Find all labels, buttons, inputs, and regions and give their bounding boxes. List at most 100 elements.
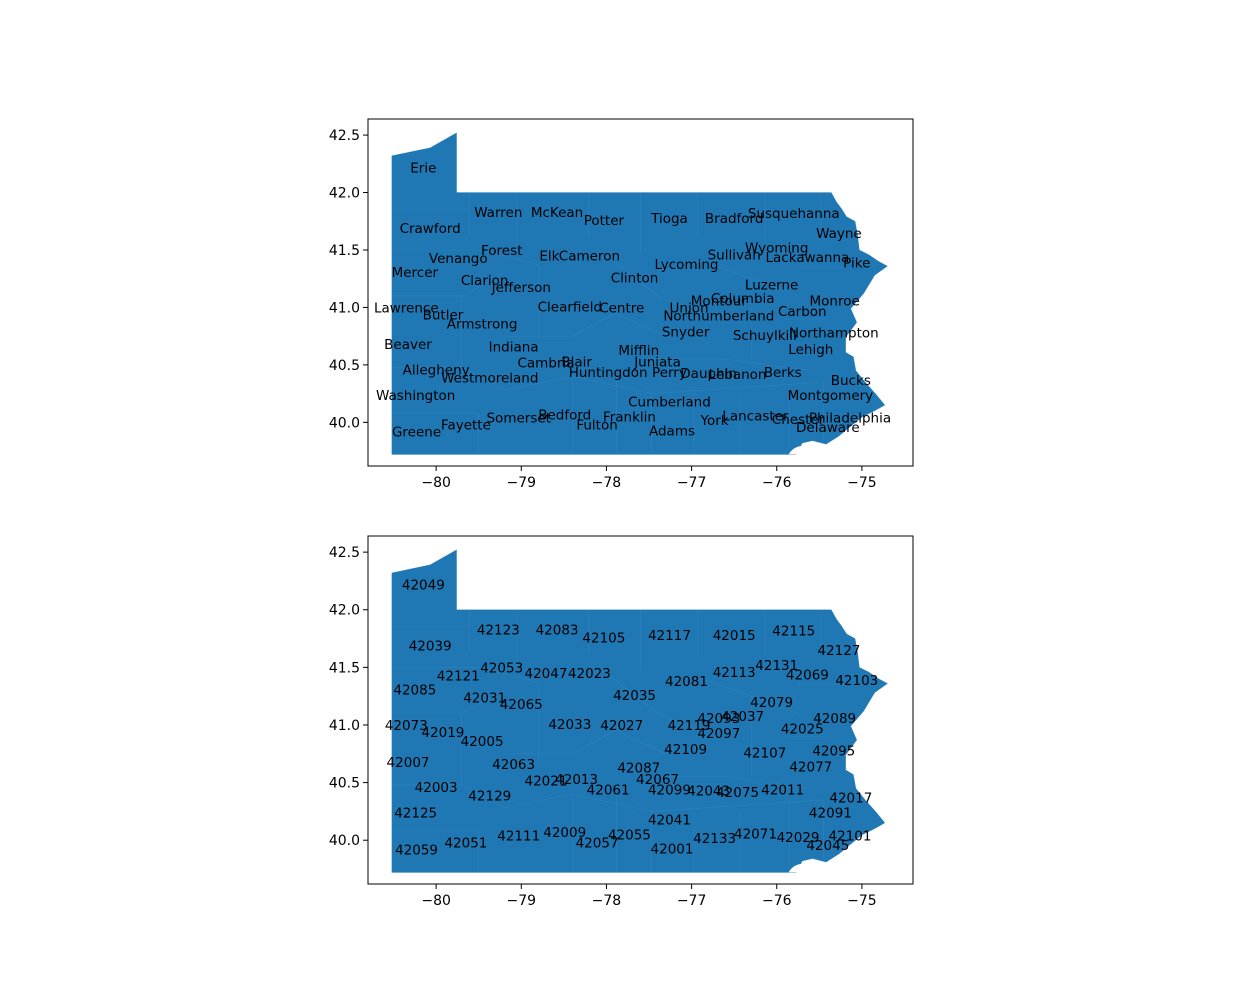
county-fips-label: 42103 xyxy=(835,673,878,689)
county-name-label: Lancaster xyxy=(722,408,789,424)
county-fips-label: 42025 xyxy=(781,721,824,737)
x-tick-label: −78 xyxy=(592,893,622,909)
county-name-label: Armstrong xyxy=(447,317,518,333)
county-fips-label: 42037 xyxy=(721,709,764,725)
x-tick-label: −76 xyxy=(762,893,792,909)
y-tick-label: 42.5 xyxy=(329,545,360,561)
county-name-label: Wyoming xyxy=(745,241,808,257)
county-name-label: Sullivan xyxy=(708,248,761,264)
county-border-line xyxy=(504,376,824,394)
x-tick-label: −76 xyxy=(762,475,792,491)
county-fips-label: 42081 xyxy=(665,674,708,690)
y-tick-label: 40.0 xyxy=(329,415,360,431)
county-name-label: Lawrence xyxy=(374,300,439,316)
county-name-label: Washington xyxy=(376,388,455,404)
county-fips-label: 42133 xyxy=(693,831,736,847)
county-name-label: Lebanon xyxy=(709,367,767,383)
county-name-label: Columbia xyxy=(711,291,775,307)
county-fips-label: 42005 xyxy=(461,734,504,750)
county-name-label: Blair xyxy=(561,354,592,370)
county-fips-label: 42115 xyxy=(772,623,815,639)
county-fips-label: 42011 xyxy=(761,783,804,799)
x-tick-label: −75 xyxy=(847,893,877,909)
county-fips-label: 42065 xyxy=(500,697,543,713)
county-name-label: Forest xyxy=(481,243,522,259)
county-fips-label: 42079 xyxy=(750,695,793,711)
county-name-label: Montour xyxy=(691,294,748,310)
county-name-label: Fayette xyxy=(441,418,491,434)
x-tick-label: −80 xyxy=(421,893,451,909)
county-fips-label: 42043 xyxy=(687,784,730,800)
county-fips-label: 42029 xyxy=(777,830,820,846)
county-border-line xyxy=(572,312,667,337)
county-name-label: Wayne xyxy=(816,226,862,242)
county-fips-label: 42015 xyxy=(713,628,756,644)
county-name-label: Venango xyxy=(429,251,488,267)
county-name-label: Tioga xyxy=(650,211,688,227)
y-tick-label: 41.5 xyxy=(329,660,360,676)
x-tick-label: −80 xyxy=(421,475,451,491)
county-fips-label: 42119 xyxy=(668,718,711,734)
county-fips-label: 42003 xyxy=(415,780,458,796)
county-name-label: Elk xyxy=(539,249,559,265)
county-name-label: Perry xyxy=(652,365,687,381)
county-fips-label: 42127 xyxy=(817,643,860,659)
county-name-label: Lehigh xyxy=(788,342,833,358)
axes-frame xyxy=(367,535,914,885)
county-name-label: Clinton xyxy=(611,271,659,287)
county-name-label: Centre xyxy=(599,300,644,316)
county-fips-label: 42047 xyxy=(525,666,568,682)
county-name-label: Cameron xyxy=(559,249,620,265)
county-name-label: Cambria xyxy=(517,356,574,372)
county-fips-label: 42041 xyxy=(648,812,691,828)
county-fips-label: 42071 xyxy=(734,826,777,842)
county-fips-label: 42059 xyxy=(395,842,438,858)
y-tick-label: 41.0 xyxy=(329,718,360,734)
county-name-label: Luzerne xyxy=(745,277,798,293)
y-tick-label: 40.5 xyxy=(329,358,360,374)
y-tick-label: 42.0 xyxy=(329,186,360,202)
county-fips-label: 42019 xyxy=(421,725,464,741)
county-border-line xyxy=(572,730,667,755)
county-fips-label: 42033 xyxy=(548,717,591,733)
county-name-label: Huntingdon xyxy=(569,365,648,381)
county-name-label: Franklin xyxy=(603,410,656,426)
x-tick-label: −75 xyxy=(847,475,877,491)
county-fips-label: 42101 xyxy=(829,829,872,845)
county-name-label: Lycoming xyxy=(654,257,718,273)
county-name-label: Schuylkill xyxy=(733,328,797,344)
county-name-label: Lackawanna xyxy=(766,250,850,266)
county-fips-label: 42107 xyxy=(743,746,786,762)
county-fips-label: 42039 xyxy=(409,638,452,654)
county-name-label: Bradford xyxy=(705,211,764,227)
y-tick-label: 40.0 xyxy=(329,833,360,849)
county-name-label: Berks xyxy=(764,365,802,381)
county-fips-label: 42067 xyxy=(636,772,679,788)
county-fips-label: 42077 xyxy=(789,759,832,775)
county-name-label: Montgomery xyxy=(788,388,874,404)
county-fips-label: 42009 xyxy=(543,825,586,841)
axes-frame xyxy=(367,118,914,467)
county-name-label: Butler xyxy=(423,307,464,323)
x-tick-label: −78 xyxy=(592,475,622,491)
x-tick-label: −77 xyxy=(677,893,707,909)
county-fips-label: 42093 xyxy=(697,711,740,727)
county-fips-label: 42013 xyxy=(555,772,598,788)
county-name-label: Erie xyxy=(410,160,436,176)
county-fips-label: 42121 xyxy=(437,668,480,684)
county-name-label: Greene xyxy=(392,425,441,441)
county-fips-label: 42089 xyxy=(813,711,856,727)
county-fips-label: 42111 xyxy=(497,829,540,845)
county-border-line xyxy=(391,667,539,683)
county-fips-label: 42087 xyxy=(617,761,660,777)
county-name-label: Westmoreland xyxy=(441,371,538,387)
county-border-line xyxy=(606,672,701,731)
county-fips-label: 42027 xyxy=(600,718,643,734)
county-name-label: McKean xyxy=(531,205,583,221)
county-name-label: Warren xyxy=(474,205,522,221)
county-fips-label: 42045 xyxy=(806,838,849,854)
county-name-label: Mifflin xyxy=(618,343,659,359)
county-fips-label: 42085 xyxy=(393,682,436,698)
county-border-line xyxy=(649,776,811,789)
